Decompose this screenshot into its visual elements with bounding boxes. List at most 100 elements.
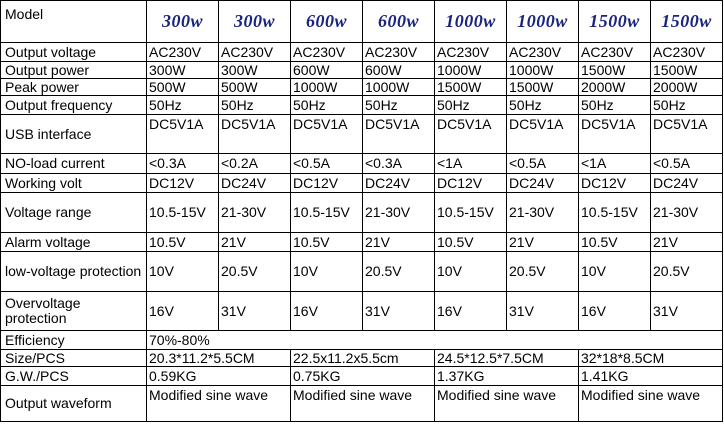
spec-cell: 10V [290,251,363,292]
spec-cell: DC24V [650,173,723,193]
spec-cell: 20.5V [218,251,291,292]
row-output-voltage: Output voltage AC230V AC230V AC230V AC23… [0,42,723,62]
spec-cell: 500W [218,78,291,96]
spec-cell: DC24V [362,173,435,193]
spec-cell: 10.5-15V [290,192,363,233]
spec-cell: 1000W [434,61,507,79]
spec-cell: 600W [290,61,363,79]
spec-cell: 1500W [506,78,579,96]
spec-cell: <0.5A [290,153,363,174]
spec-cell: DC5V1A [506,114,579,154]
spec-cell: DC5V1A [650,114,723,154]
row-size: Size/PCS 20.3*11.2*5.5CM 22.5x11.2x5.5cm… [0,349,723,367]
spec-cell: 1500W [578,61,651,79]
spec-cell: AC230V [146,42,219,62]
spec-cell: 16V [290,291,363,331]
spec-cell: <0.3A [362,153,435,174]
spec-cell: 300W [218,61,291,79]
spec-cell: 50Hz [218,95,291,115]
spec-cell: 2000W [578,78,651,96]
row-label: Output voltage [0,42,147,62]
spec-cell: 2000W [650,78,723,96]
spec-cell: 31V [218,291,291,331]
spec-cell: 50Hz [506,95,579,115]
spec-cell: 21V [506,232,579,252]
spec-cell: 10.5-15V [434,192,507,233]
spec-cell: DC5V1A [434,114,507,154]
model-cell: 1000w [434,0,507,43]
row-peak-power: Peak power 500W 500W 1000W 1000W 1500W 1… [0,78,723,96]
spec-cell: DC5V1A [290,114,363,154]
spec-cell: 0.59KG [146,366,291,386]
row-alarm-voltage: Alarm voltage 10.5V 21V 10.5V 21V 10.5V … [0,232,723,252]
spec-cell: AC230V [578,42,651,62]
spec-cell: <0.3A [146,153,219,174]
row-gw: G.W./PCS 0.59KG 0.75KG 1.37KG 1.41KG [0,366,723,386]
spec-cell: 10.5V [146,232,219,252]
spec-cell: 1500W [650,61,723,79]
row-no-load-current: NO-load current <0.3A <0.2A <0.5A <0.3A … [0,153,723,174]
spec-cell: 20.5V [650,251,723,292]
spec-cell: 21-30V [218,192,291,233]
model-label: Model [0,0,147,43]
spec-cell: 10.5V [434,232,507,252]
spec-cell: 22.5x11.2x5.5cm [290,349,435,367]
spec-cell: 70%-80% [146,330,723,350]
row-voltage-range: Voltage range 10.5-15V 21-30V 10.5-15V 2… [0,192,723,233]
spec-cell: DC5V1A [578,114,651,154]
model-cell: 300w [146,0,219,43]
spec-cell: 21V [362,232,435,252]
spec-cell: AC230V [290,42,363,62]
row-label: Alarm voltage [0,232,147,252]
model-cell: 1500w [578,0,651,43]
spec-cell: 21V [650,232,723,252]
spec-cell: 50Hz [650,95,723,115]
spec-cell: 50Hz [578,95,651,115]
model-cell: 600w [290,0,363,43]
row-working-volt: Working volt DC12V DC24V DC12V DC24V DC1… [0,173,723,193]
spec-cell: 21-30V [506,192,579,233]
spec-cell: 21-30V [362,192,435,233]
spec-cell: 31V [506,291,579,331]
spec-cell: Modified sine wave [578,385,723,422]
spec-cell: 10.5-15V [146,192,219,233]
spec-cell: 20.3*11.2*5.5CM [146,349,291,367]
spec-cell: 20.5V [506,251,579,292]
spec-cell: AC230V [362,42,435,62]
spec-cell: 32*18*8.5CM [578,349,723,367]
spec-cell: Modified sine wave [146,385,291,422]
row-label: Overvoltage protection [0,291,147,331]
spec-cell: AC230V [506,42,579,62]
spec-cell: DC12V [434,173,507,193]
row-label: Peak power [0,78,147,96]
spec-cell: 1.37KG [434,366,579,386]
model-cell: 1000w [506,0,579,43]
spec-cell: 600W [362,61,435,79]
spec-cell: 1000W [362,78,435,96]
spec-cell: 50Hz [434,95,507,115]
spec-cell: AC230V [218,42,291,62]
spec-cell: 300W [146,61,219,79]
row-output-frequency: Output frequency 50Hz 50Hz 50Hz 50Hz 50H… [0,95,723,115]
spec-cell: 1000W [506,61,579,79]
spec-cell: AC230V [650,42,723,62]
spec-cell: <1A [578,153,651,174]
spec-cell: 50Hz [290,95,363,115]
row-efficiency: Efficiency 70%-80% [0,330,723,350]
spec-cell: 16V [146,291,219,331]
spec-cell: DC24V [506,173,579,193]
spec-cell: 10.5-15V [578,192,651,233]
spec-table: Model 300w 300w 600w 600w 1000w 1000w 15… [0,0,723,422]
spec-cell: 16V [578,291,651,331]
spec-cell: 1000W [290,78,363,96]
row-usb-interface: USB interface DC5V1A DC5V1A DC5V1A DC5V1… [0,114,723,154]
spec-cell: 10V [146,251,219,292]
model-cell: 600w [362,0,435,43]
spec-cell: 50Hz [362,95,435,115]
spec-cell: 20.5V [362,251,435,292]
row-label: USB interface [0,114,147,154]
spec-cell: 1500W [434,78,507,96]
row-label: low-voltage protection [0,251,147,292]
spec-cell: Modified sine wave [434,385,579,422]
row-overvoltage-protection: Overvoltage protection 16V 31V 16V 31V 1… [0,291,723,331]
